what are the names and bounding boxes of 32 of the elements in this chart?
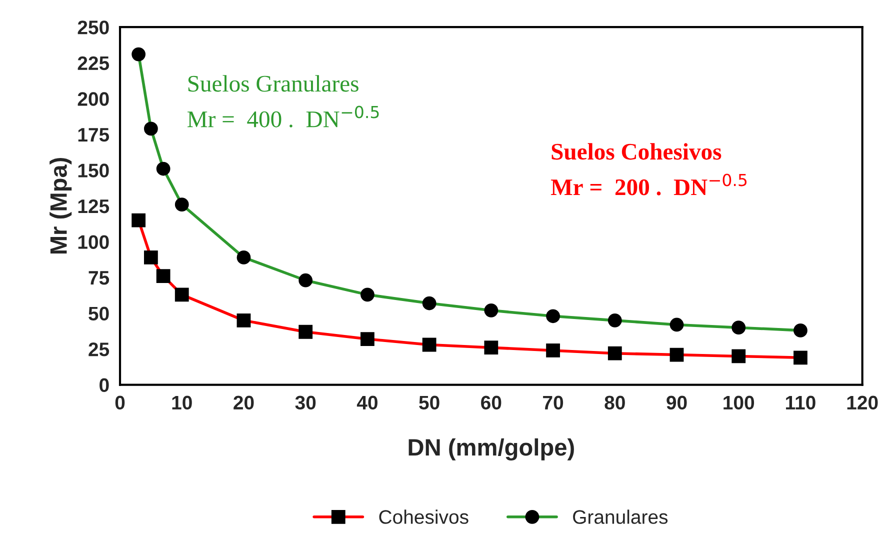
x-tick-label: 50 [419, 396, 440, 410]
y-tick-label: 225 [78, 56, 110, 70]
y-tick-label: 75 [88, 271, 110, 285]
y-tick-label: 175 [78, 128, 110, 142]
y-tick-label: 50 [88, 306, 109, 321]
y-tick-label: 250 [78, 20, 109, 34]
x-tick-label: 0 [115, 396, 125, 410]
annotation: Mr = 400 . DN$^{−0.5}$ [188, 106, 379, 128]
x-tick-label: 70 [543, 396, 564, 410]
x-axis-title: DN (mm/golpe) [408, 438, 574, 460]
x-tick-label: 90 [666, 396, 687, 410]
x-tick-label: 20 [234, 396, 254, 410]
y-tick-label: 0 [100, 378, 109, 392]
y-tick-label: 150 [78, 164, 109, 178]
annotation: Mr = 200 . DN$^{−0.5}$ [550, 174, 747, 196]
x-tick-label: 40 [356, 396, 378, 410]
y-tick-label: 125 [78, 199, 110, 214]
y-tick-label: 25 [88, 342, 110, 356]
x-tick-label: 120 [847, 396, 878, 410]
y-axis-title: Mr (Mpa) [50, 158, 72, 254]
x-tick-label: 80 [604, 396, 625, 410]
y-tick-label: 100 [78, 235, 109, 249]
annotation: Suelos Cohesivos [552, 143, 722, 160]
x-tick-label: 30 [295, 396, 316, 410]
x-tick-label: 10 [172, 396, 192, 410]
x-tick-label: 110 [786, 396, 816, 410]
x-tick-label: 100 [724, 396, 754, 410]
legend-label: Granulares [573, 510, 668, 524]
x-tick-label: 60 [481, 396, 502, 410]
annotation: Suelos Granulares [188, 75, 358, 92]
legend-label: Cohesivos [379, 510, 468, 524]
y-tick-label: 200 [78, 92, 109, 106]
